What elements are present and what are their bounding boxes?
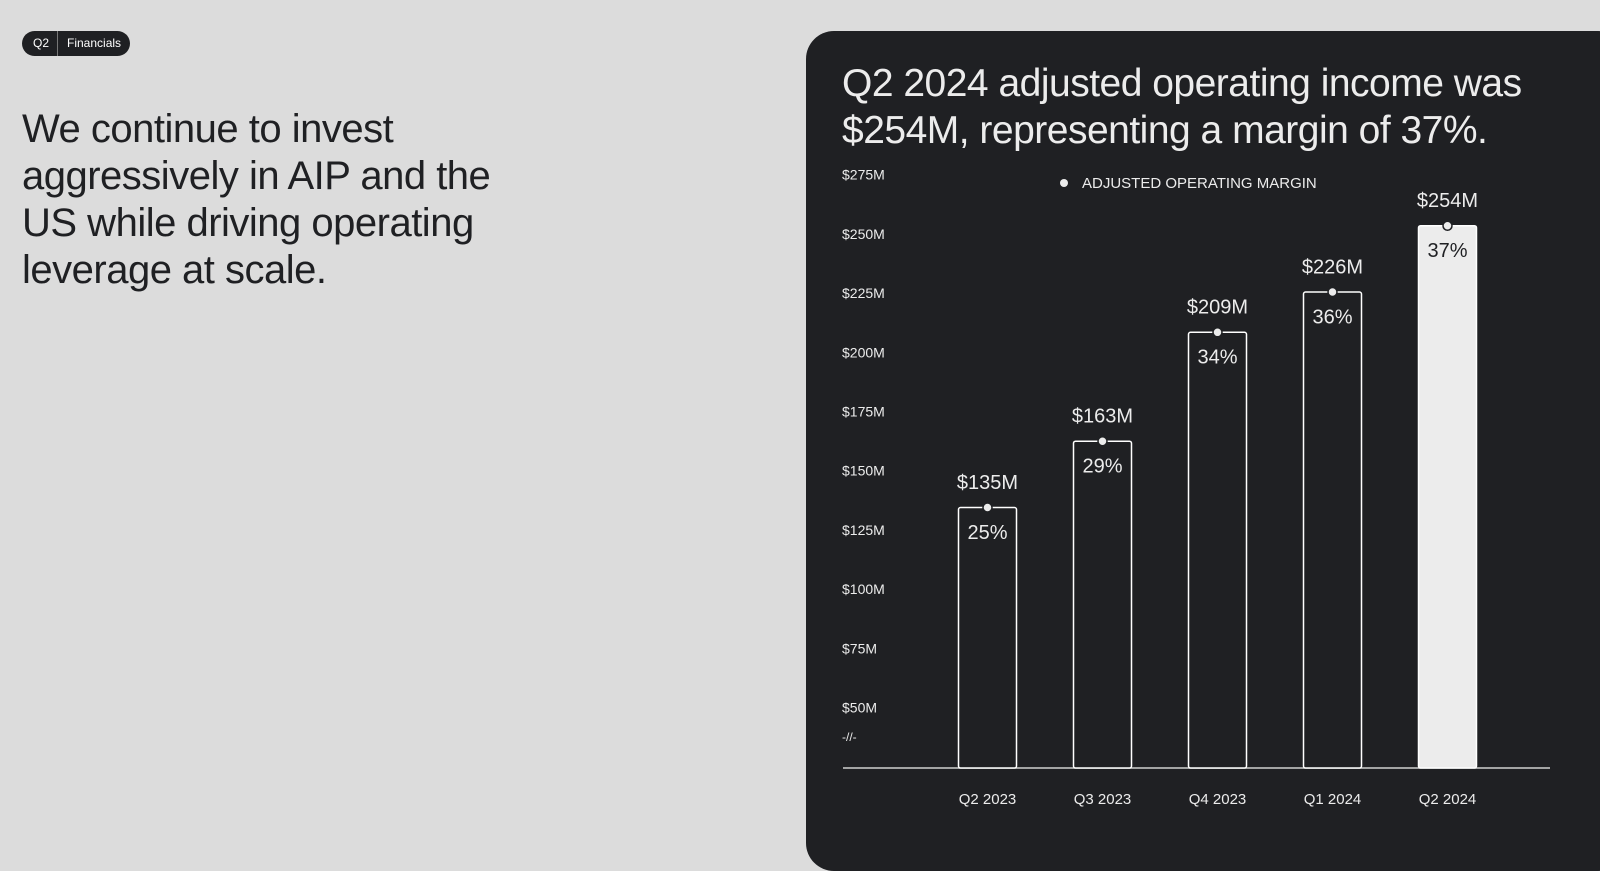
chart: ADJUSTED OPERATING MARGIN -//- $50M $75M $… (842, 167, 1550, 808)
y-tick-label: $250M (842, 226, 885, 242)
value-label: $135M (957, 472, 1018, 494)
margin-label: 25% (967, 522, 1007, 544)
x-tick-label: Q4 2023 (1189, 791, 1247, 808)
legend-label: ADJUSTED OPERATING MARGIN (1082, 175, 1317, 192)
y-tick-label: $125M (842, 522, 885, 538)
bar (1187, 331, 1248, 769)
y-tick-label: $225M (842, 285, 885, 301)
margin-marker (1097, 435, 1108, 447)
bar (1072, 440, 1133, 769)
axis-break: -//- (842, 730, 857, 744)
y-tick-label: $150M (842, 463, 885, 479)
x-tick-label: Q2 2023 (959, 791, 1017, 808)
y-tick-label: $75M (842, 640, 877, 656)
value-label: $209M (1187, 297, 1248, 319)
legend-marker (1060, 179, 1068, 187)
margin-label: 36% (1312, 306, 1352, 328)
y-tick-label: $200M (842, 344, 885, 360)
tag-section: Q2 (22, 31, 59, 56)
margin-label: 37% (1427, 240, 1467, 262)
value-label: $163M (1072, 405, 1133, 427)
margin-marker (1327, 286, 1338, 298)
bar (957, 506, 1018, 769)
margin-marker (1442, 220, 1453, 231)
x-tick-label: Q1 2024 (1304, 791, 1362, 808)
x-tick-label: Q2 2024 (1419, 791, 1477, 808)
bar (1417, 224, 1478, 769)
value-label: $254M (1417, 190, 1478, 212)
section-tag: Q2 Financials (22, 31, 131, 56)
value-label: $226M (1302, 256, 1363, 278)
margin-marker (1212, 327, 1223, 338)
y-tick-label: $275M (842, 167, 885, 183)
bar (1302, 291, 1363, 769)
y-tick-label: $50M (842, 700, 877, 716)
page: Q2 Financials We continue to invest aggr… (22, 31, 1600, 871)
y-tick-label: $100M (842, 581, 885, 597)
headline: We continue to invest aggressively in AI… (22, 107, 491, 292)
tag-topic: Financials (67, 36, 122, 50)
chart-title: Q2 2024 adjusted operating income was $2… (842, 62, 1522, 152)
margin-label: 34% (1197, 347, 1237, 369)
y-tick-label: $175M (842, 404, 885, 420)
margin-marker (982, 502, 993, 513)
margin-label: 29% (1082, 455, 1122, 477)
x-tick-label: Q3 2023 (1074, 791, 1132, 808)
